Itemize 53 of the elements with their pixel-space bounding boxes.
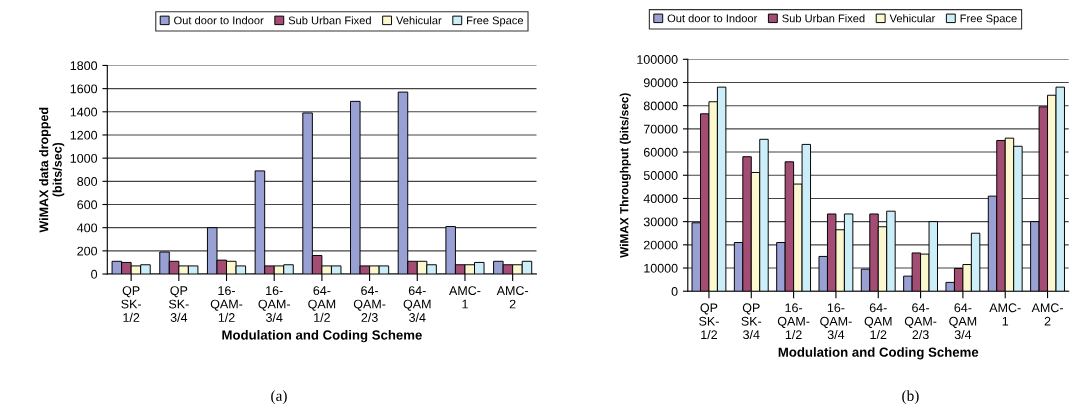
y-tick-label: 1800 <box>70 61 98 71</box>
x-tick-label: 64- QAM- 2/3 <box>353 286 386 322</box>
x-tick-label: AMC- 2 <box>496 286 529 309</box>
y-tick-label: 1200 <box>70 130 98 140</box>
legend-label: Free Space <box>467 16 524 27</box>
legend-label: Vehicular <box>889 14 936 23</box>
x-tick-label: 16- QAM- 3/4 <box>258 286 290 322</box>
x-tick-label: 64- QAM 1/2 <box>308 286 336 322</box>
y-tick-label: 40000 <box>643 194 678 204</box>
text: (b) <box>902 390 919 405</box>
x-tick-label: QP SK- 3/4 <box>741 303 762 340</box>
legend-label: Free Space <box>960 14 1017 25</box>
x-tick-label: AMC- 1 <box>989 303 1021 326</box>
text: (a) <box>271 390 287 405</box>
y-axis-title: WiMAX Throughput (bits/sec) <box>619 93 631 258</box>
legend-label: Sub Urban Fixed <box>782 14 865 23</box>
y-tick-label: 30000 <box>643 217 678 227</box>
x-tick-label: 16- QAM- 1/2 <box>210 286 243 322</box>
x-tick-label: 64- QAM 3/4 <box>403 286 431 322</box>
y-tick-label: 80000 <box>643 101 678 111</box>
x-tick-label: 16- QAM- 3/4 <box>820 303 852 340</box>
x-tick-label: 64- QAM 3/4 <box>949 303 977 340</box>
y-tick-label: 100000 <box>637 55 678 64</box>
y-tick-label: 70000 <box>643 124 678 134</box>
x-tick-label: QP SK- 3/4 <box>168 286 189 322</box>
y-tick-label: 20000 <box>643 240 678 250</box>
y-tick-label: 10000 <box>644 263 678 273</box>
x-tick-label: 16- QAM- 1/2 <box>777 303 810 340</box>
x-tick-label: QP SK- 1/2 <box>121 286 142 322</box>
x-tick-label: AMC- 1 <box>449 286 481 309</box>
y-tick-label: 200 <box>77 246 98 256</box>
y-tick-label: 800 <box>77 177 98 186</box>
x-tick-label: QP SK- 1/2 <box>699 303 719 340</box>
y-axis-title: WiMAX data dropped (bits/sec) <box>39 107 65 233</box>
y-tick-label: 0 <box>671 287 678 296</box>
y-tick-label: 600 <box>77 200 98 210</box>
x-axis-title: Modulation and Coding Scheme <box>778 347 979 360</box>
y-tick-label: 1000 <box>70 153 98 163</box>
x-tick-label: 64- QAM 1/2 <box>864 303 892 340</box>
y-tick-label: 1600 <box>70 84 98 94</box>
y-tick-label: 0 <box>91 269 98 279</box>
legend-label: Sub Urban Fixed <box>288 16 371 25</box>
legend-label: Vehicular <box>396 16 442 25</box>
y-tick-label: 1400 <box>70 107 98 117</box>
x-tick-label: AMC- 2 <box>1031 303 1063 326</box>
y-tick-label: 60000 <box>643 147 678 157</box>
x-tick-label: 64- QAM- 2/3 <box>904 303 937 340</box>
legend-label: Out door to Indoor <box>667 14 758 23</box>
y-tick-label: 400 <box>77 223 98 233</box>
y-tick-label: 90000 <box>643 78 678 88</box>
y-tick-label: 50000 <box>643 171 678 180</box>
x-axis-title: Modulation and Coding Scheme <box>222 329 422 343</box>
legend-label: Out door to Indoor <box>174 16 264 25</box>
